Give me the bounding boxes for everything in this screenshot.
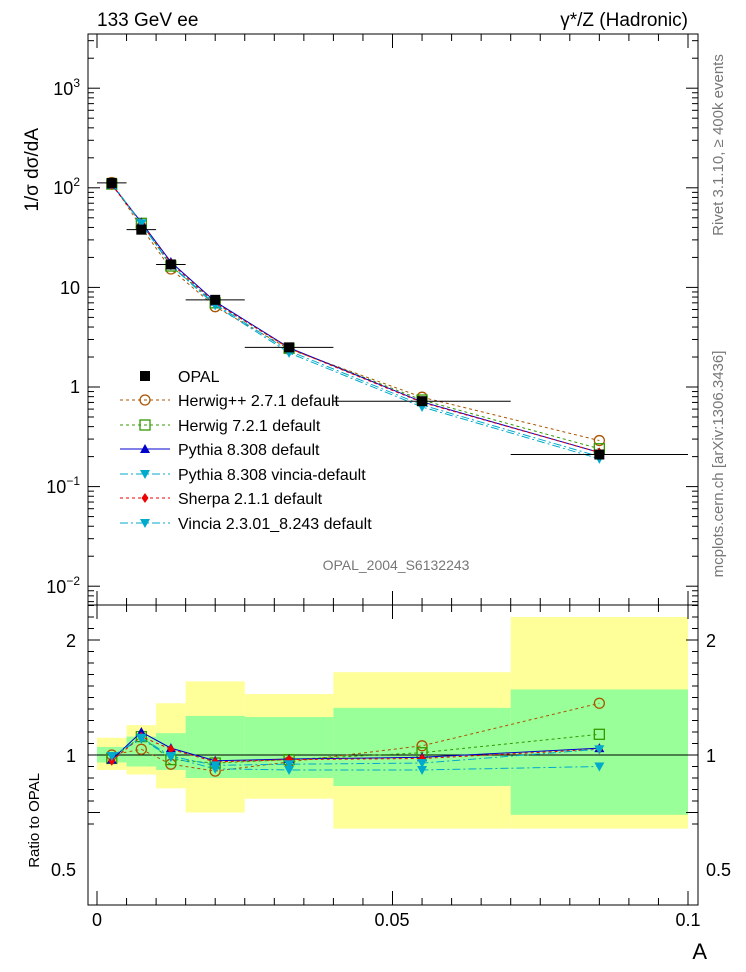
ytick-label-1e2: 102 <box>53 175 80 198</box>
ratio-point-s5-1 <box>136 733 147 743</box>
data-point-6 <box>594 449 605 460</box>
legend-marker-0 <box>139 394 151 406</box>
main-point-s0-6 <box>593 434 605 447</box>
legend-marker-opal <box>140 371 150 381</box>
ratio-point-s0-5 <box>416 740 428 752</box>
ratio-point-s3-6 <box>594 762 605 772</box>
ytick-label-1e3: 103 <box>53 76 80 99</box>
xtick-label-0.1: 0.1 <box>675 910 700 930</box>
data-point-2 <box>165 259 176 270</box>
ratio-ytick-label-1: 1 <box>66 746 76 766</box>
main-line-series-5 <box>111 182 600 458</box>
ratio-point-s5-6 <box>594 745 605 755</box>
ratio-plot-series <box>106 697 605 777</box>
ratio-ytick-label-0.5: 0.5 <box>51 860 76 880</box>
ratio-ytick-label-right-1: 1 <box>706 746 716 766</box>
x-tick-labels: 0 0.05 0.1 <box>92 910 701 930</box>
data-point-5 <box>417 396 428 407</box>
main-y-tick-labels: 10−2 10−1 1 10 102 103 <box>46 76 80 597</box>
ratio-ytick-label-right-0.5: 0.5 <box>706 860 731 880</box>
ratio-point-s3-5 <box>417 765 428 775</box>
ytick-label-1: 1 <box>70 377 80 397</box>
legend-label-sherpa: Sherpa 2.1.1 default <box>178 491 323 508</box>
ratio-point-s5-3 <box>210 761 221 771</box>
ratio-ylabel: Ratio to OPAL <box>26 773 43 868</box>
ytick-label-1e-1: 10−1 <box>46 474 80 497</box>
legend: OPAL Herwig++ 2.7.1 default Herwig 7.2.1… <box>120 369 372 533</box>
mcplots-label: mcplots.cern.ch [arXiv:1306.3436] <box>710 351 727 578</box>
legend-label-herwig7: Herwig 7.2.1 default <box>178 418 321 435</box>
analysis-watermark: OPAL_2004_S6132243 <box>323 557 470 573</box>
ratio-uncertainty-bands <box>97 617 688 829</box>
legend-marker-1 <box>139 419 151 431</box>
main-point-s5-1 <box>136 219 147 229</box>
main-line-series-4 <box>111 184 600 453</box>
data-point-4 <box>284 342 295 353</box>
ytick-label-10: 10 <box>60 278 80 298</box>
xtick-label-0.05: 0.05 <box>374 910 409 930</box>
data-point-3 <box>210 294 221 305</box>
ratio-ytick-label-right-2: 2 <box>706 631 716 651</box>
ratio-y-tick-labels: 0.5 1 2 0.5 1 2 <box>51 631 731 880</box>
data-point-1 <box>136 224 147 235</box>
opal-data-points <box>97 177 688 460</box>
ratio-point-s1-6 <box>593 728 605 740</box>
ratio-point-s0-1 <box>135 743 147 755</box>
header-left: 133 GeV ee <box>97 10 198 31</box>
legend-marker-2 <box>140 444 150 453</box>
legend-label-herwigpp: Herwig++ 2.7.1 default <box>178 393 340 410</box>
legend-label-pythia: Pythia 8.308 default <box>178 442 320 459</box>
legend-label-vincia: Vincia 2.3.01_8.243 default <box>178 516 372 533</box>
ratio-point-s4-2 <box>167 744 175 755</box>
data-point-0 <box>106 177 117 188</box>
ratio-point-s5-0 <box>106 752 117 762</box>
ratio-point-s5-5 <box>417 759 428 769</box>
ratio-point-s3-4 <box>284 765 295 775</box>
ytick-label-1e-2: 10−2 <box>46 574 80 597</box>
header-right: γ*/Z (Hadronic) <box>560 10 688 31</box>
main-line-series-2 <box>111 184 600 453</box>
legend-marker-5 <box>140 519 150 528</box>
rivet-label: Rivet 3.1.10, ≥ 400k events <box>710 54 727 236</box>
xtick-label-0: 0 <box>92 910 102 930</box>
ratio-point-s0-6 <box>593 697 605 709</box>
legend-label-opal: OPAL <box>178 369 220 386</box>
axis-ticks <box>88 34 698 905</box>
ratio-point-s5-4 <box>284 760 295 770</box>
legend-marker-4 <box>141 493 149 503</box>
ratio-point-s5-2 <box>165 752 176 762</box>
x-axis-title: A <box>692 939 707 964</box>
ratio-ytick-label-2: 2 <box>66 631 76 651</box>
legend-label-pythia-vincia: Pythia 8.308 vincia-default <box>178 467 366 484</box>
main-ylabel: 1/σ dσ/dA <box>22 128 43 212</box>
legend-marker-3 <box>140 470 150 479</box>
